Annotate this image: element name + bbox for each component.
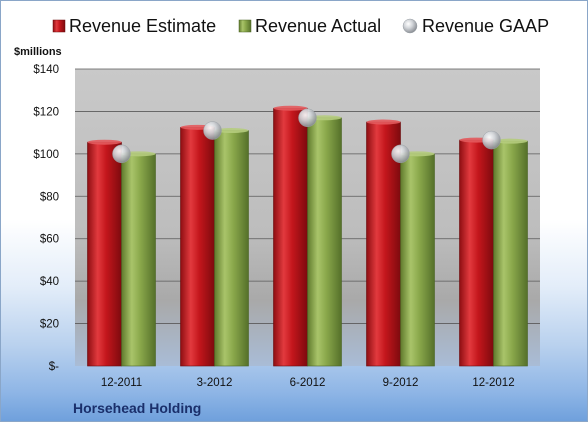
bar-revenue-estimate [273,107,308,367]
y-tick-label: $- [49,361,59,373]
x-tick-label: 6-2012 [290,377,326,389]
x-tick-label: 9-2012 [383,377,419,389]
legend-item-revenue-estimate: Revenue Estimate [52,16,216,36]
x-tick-label: 3-2012 [197,377,233,389]
legend-label-revenue-actual: Revenue Actual [255,16,381,36]
y-tick-label: $80 [40,191,59,203]
bar-cap-revenue-estimate [366,119,401,125]
legend-swatch-revenue-gaap [402,18,418,34]
bar-cap-revenue-actual [214,128,249,134]
bar-revenue-estimate [87,141,122,367]
bar-revenue-actual [307,117,342,367]
legend: Revenue Estimate Revenue Actual Revenue … [52,16,549,36]
marker-revenue-gaap [482,130,501,150]
bar-revenue-actual [493,140,528,367]
marker-revenue-gaap [298,108,317,128]
legend-label-revenue-gaap: Revenue GAAP [422,16,549,36]
marker-revenue-gaap [203,121,222,140]
legend-swatch-revenue-estimate [52,19,66,33]
company-name: Horsehead Holding [73,400,201,416]
y-tick-label: $140 [33,64,59,76]
bar-cap-revenue-estimate [87,139,122,145]
y-axis-ticks: $- $20 $40 $60 $80 $100 $120 $140 [33,64,59,373]
bar-revenue-actual [121,153,156,367]
gaap-markers [112,108,501,164]
marker-revenue-gaap [112,144,131,164]
x-tick-label: 12-2012 [472,377,514,389]
x-tick-label: 12-2011 [101,377,142,389]
y-tick-label: $60 [40,234,59,246]
y-tick-label: $120 [33,106,59,118]
bar-revenue-estimate [459,139,494,367]
legend-label-revenue-estimate: Revenue Estimate [69,16,216,36]
y-tick-label: $20 [40,319,59,331]
y-tick-label: $100 [33,149,59,161]
legend-item-revenue-actual: Revenue Actual [238,16,381,36]
y-tick-label: $40 [40,276,59,288]
x-axis-labels: 12-2011 3-2012 6-2012 9-2012 12-2012 [101,377,515,389]
bar-cap-revenue-actual [493,138,528,144]
bar-revenue-actual [214,130,249,367]
bar-revenue-actual [400,153,435,367]
y-axis-unit-label: $millions [14,46,62,58]
bar-revenue-estimate [366,121,401,367]
bar-cap-revenue-estimate [273,105,308,111]
marker-revenue-gaap [391,144,410,164]
legend-swatch-revenue-actual [238,19,252,33]
bars [87,105,528,367]
bar-revenue-estimate [180,127,215,367]
legend-item-revenue-gaap: Revenue GAAP [402,16,549,36]
